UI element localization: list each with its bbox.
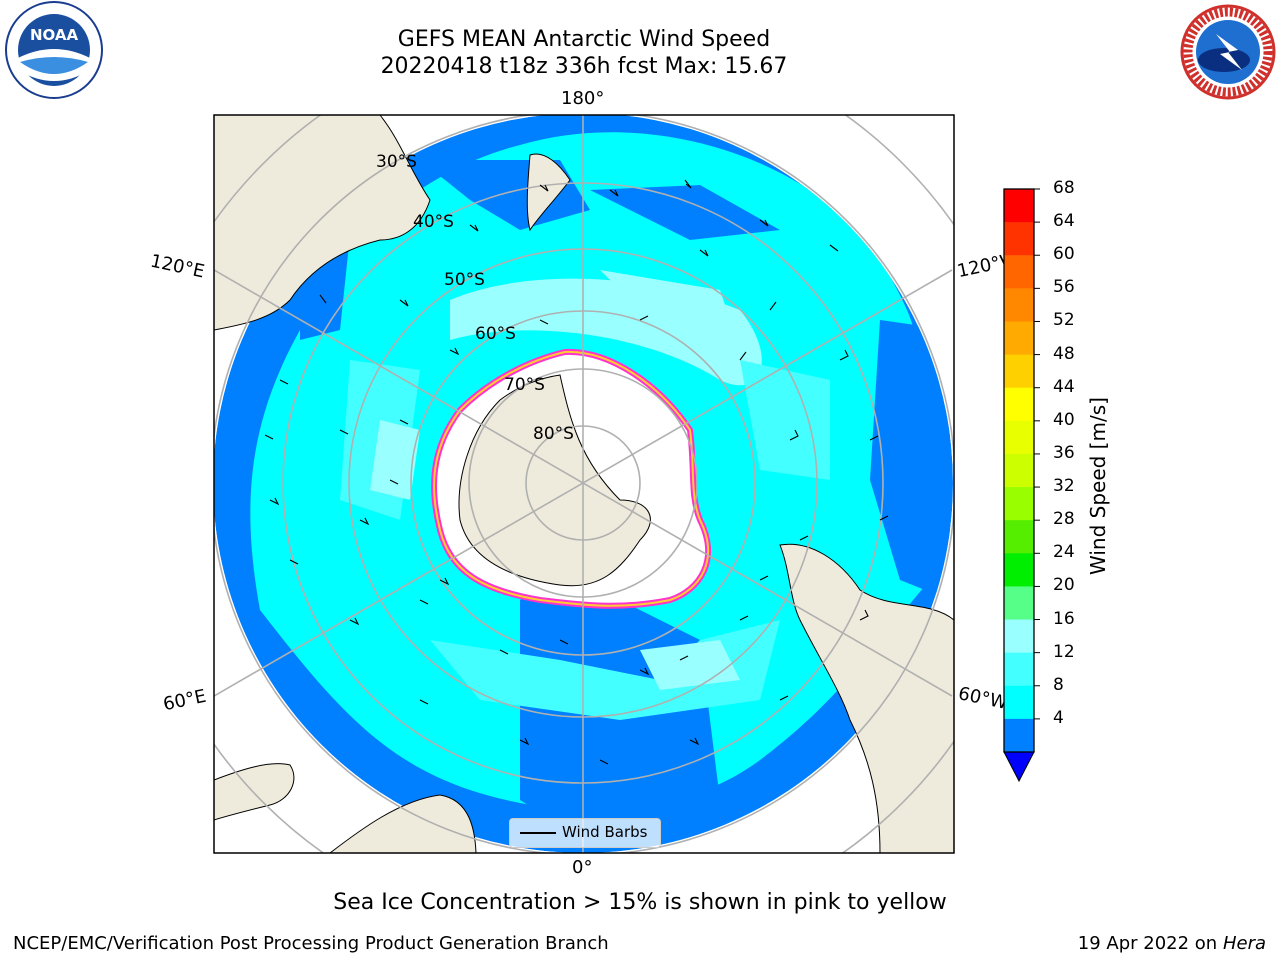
legend-label: Wind Barbs xyxy=(562,823,648,841)
wind-barbs xyxy=(264,179,889,765)
colorbar-tick-label: 48 xyxy=(1053,343,1075,364)
colorbar-tick-label: 4 xyxy=(1053,707,1064,728)
colorbar-tick-label: 28 xyxy=(1053,509,1075,530)
lon-label-180: 180° xyxy=(561,88,605,109)
colorbar-swatch xyxy=(1004,189,1034,223)
colorbar-tick-label: 40 xyxy=(1053,409,1075,430)
chart-title: GEFS MEAN Antarctic Wind Speed xyxy=(397,27,771,52)
colorbar-tick-label: 12 xyxy=(1053,641,1075,662)
colorbar-tick-label: 20 xyxy=(1053,575,1075,596)
colorbar-swatch xyxy=(1004,354,1034,389)
lat-label-80s: 80°S xyxy=(533,424,574,444)
colorbar-swatch xyxy=(1004,288,1034,322)
antarctica xyxy=(431,348,712,609)
colorbar-swatch xyxy=(1004,453,1034,488)
colorbar-tick-label: 68 xyxy=(1053,178,1075,198)
colorbar-swatch xyxy=(1004,520,1034,554)
colorbar-tick-label: 60 xyxy=(1053,244,1075,265)
colorbar-extend-arrow xyxy=(1003,751,1035,783)
credit-machine: Hera xyxy=(1222,933,1266,954)
colorbar-tick-label: 16 xyxy=(1053,608,1075,629)
noaa-logo-text: NOAA xyxy=(30,26,79,44)
colorbar-swatch xyxy=(1004,420,1034,455)
colorbar-swatch xyxy=(1004,487,1034,521)
wind-barbs-legend: Wind Barbs xyxy=(509,818,661,848)
colorbar-tick-label: 8 xyxy=(1053,674,1064,695)
credit-date: 19 Apr 2022 on xyxy=(1077,933,1218,954)
lat-label-30s: 30°S xyxy=(376,152,417,172)
lat-label-40s: 40°S xyxy=(413,212,454,232)
lat-label-60s: 60°S xyxy=(475,324,516,344)
colorbar-tick-label: 32 xyxy=(1053,476,1075,497)
colorbar-swatch xyxy=(1004,553,1034,587)
colorbar-swatch xyxy=(1004,321,1034,356)
colorbar-swatch xyxy=(1004,685,1034,720)
noaa-logo: NOAA xyxy=(5,1,103,99)
colorbar-swatch xyxy=(1004,387,1034,422)
colorbar-swatch xyxy=(1004,222,1034,256)
colorbar-tick-label: 64 xyxy=(1053,211,1075,232)
lat-label-50s: 50°S xyxy=(444,270,485,290)
colorbar xyxy=(1003,188,1040,783)
colorbar-tick-label: 52 xyxy=(1053,310,1075,331)
colorbar-swatch xyxy=(1004,718,1034,753)
credit-left: NCEP/EMC/Verification Post Processing Pr… xyxy=(13,933,609,954)
legend-line-icon xyxy=(520,832,556,834)
colorbar-swatch xyxy=(1004,586,1034,621)
colorbar-tick-label: 44 xyxy=(1053,376,1075,397)
colorbar-swatch xyxy=(1004,255,1034,289)
credit-right: 19 Apr 2022 on Hera xyxy=(1078,933,1266,954)
nws-logo xyxy=(1180,4,1276,100)
lon-label-0: 0° xyxy=(572,857,593,878)
graticule xyxy=(214,115,954,853)
colorbar-label: Wind Speed [m/s] xyxy=(1086,397,1110,575)
chart-subtitle: 20220418 t18z 336h fcst Max: 15.67 xyxy=(380,54,788,79)
map-frame xyxy=(213,114,955,854)
colorbar-frame xyxy=(1003,188,1035,753)
footnote: Sea Ice Concentration > 15% is shown in … xyxy=(333,890,947,915)
colorbar-swatch xyxy=(1004,619,1034,654)
lat-label-70s: 70°S xyxy=(504,375,545,395)
colorbar-tick-label: 56 xyxy=(1053,277,1075,298)
colorbar-swatch xyxy=(1004,652,1034,687)
colorbar-tick-label: 24 xyxy=(1053,542,1075,563)
colorbar-tick-label: 36 xyxy=(1053,442,1075,463)
